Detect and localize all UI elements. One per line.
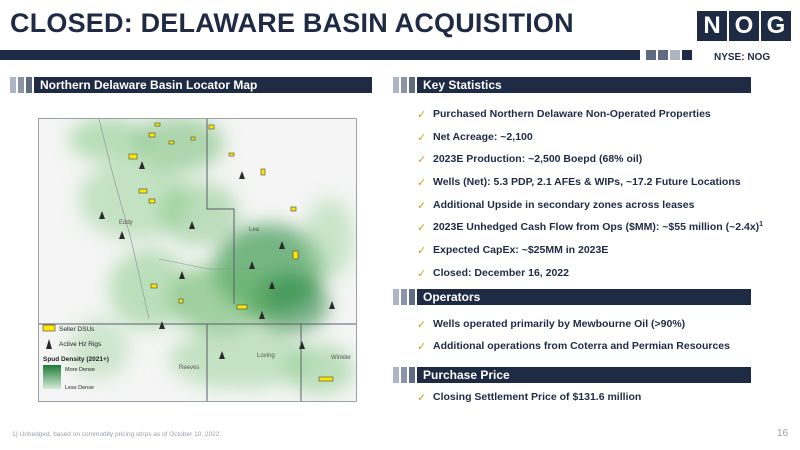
stat-text: 2023E Production: ~2,500 Boepd (68% oil) [433,153,643,166]
header-square [670,50,680,60]
check-icon: ✓ [417,319,427,331]
operator-text: Additional operations from Coterra and P… [433,340,730,352]
county-label-winkler: Winkler [331,355,351,361]
list-item: ✓ Additional operations from Coterra and … [417,340,730,362]
list-item: ✓ Purchased Northern Delaware Non-Operate… [417,108,763,131]
list-item: ✓ Closing Settlement Price of $131.6 mill… [417,391,641,409]
legend-spud-density: Spud Density (2021+) [43,356,109,363]
purchase-price-list: ✓ Closing Settlement Price of $131.6 mill… [417,391,641,409]
active-rigs [99,161,335,359]
list-item: ✓ Wells operated primarily by Mewbourne O… [417,318,730,340]
purchase-price-title: Purchase Price [417,367,751,383]
header-accent [409,289,415,305]
legend-active-rigs: Active Hz Rigs [59,341,102,348]
list-item: ✓ Expected CapEx: ~$25MM in 2023E [417,244,763,267]
header-accent [393,367,399,383]
operators-header: Operators [393,289,751,305]
key-statistics-list: ✓ Purchased Northern Delaware Non-Operate… [417,108,763,290]
legend-dsu-swatch [42,324,56,332]
map-section-title: Northern Delaware Basin Locator Map [34,77,372,93]
operators-title: Operators [417,289,751,305]
header-accent [26,77,32,93]
stat-text: Purchased Northern Delaware Non-Operated… [433,108,711,120]
header-accent [393,289,399,305]
operator-text: Wells operated primarily by Mewbourne Oi… [433,318,686,330]
stat-text: Expected CapEx: ~$25MM in 2023E [433,244,609,257]
header-accent [393,77,399,93]
list-item: ✓ Closed: December 16, 2022 [417,267,763,290]
check-icon: ✓ [417,222,427,235]
nog-logo: N O G [697,11,791,41]
check-icon: ✓ [417,131,427,144]
header-square [658,50,668,60]
spud-density-heatmap [69,119,354,394]
logo-letter-o: O [729,11,759,41]
page-number: 16 [777,428,789,439]
header-square [682,50,692,60]
key-statistics-title: Key Statistics [417,77,751,93]
header-accent [401,289,407,305]
county-boundaries [39,119,356,401]
header-accent [401,77,407,93]
header-rule [0,50,640,60]
header-accent [10,77,16,93]
check-icon: ✓ [417,245,427,258]
list-item: ✓ Additional Upside in secondary zones ac… [417,199,763,222]
check-icon: ✓ [417,154,427,167]
page-title: CLOSED: DELAWARE BASIN ACQUISITION [10,8,574,38]
ticker-label: NYSE: NOG [714,52,771,63]
header-accent [409,77,415,93]
list-item: ✓ 2023E Unhedged Cash Flow from Ops ($MM)… [417,221,763,244]
header-accent [401,367,407,383]
footnote-marker: 1 [759,221,764,229]
check-icon: ✓ [417,341,427,353]
county-label-reeves: Reeves [179,365,199,371]
county-label-lea: Lea [249,227,260,233]
check-icon: ✓ [417,392,427,404]
list-item: ✓ 2023E Production: ~2,500 Boepd (68% oil… [417,153,763,176]
list-item: ✓ Net Acreage: ~2,100 [417,131,763,154]
map-legend: Seller DSUs Active Hz Rigs Spud Density … [42,324,109,391]
check-icon: ✓ [417,199,427,212]
header-accent [18,77,24,93]
header-accent [409,367,415,383]
stat-text: Wells (Net): 5.3 PDP, 2.1 AFEs & WIPs, ~… [433,176,741,189]
check-icon: ✓ [417,109,427,121]
logo-letter-n: N [697,11,727,41]
logo-letter-g: G [761,11,791,41]
footnote: 1) Unhedged, based on commodity pricing … [12,431,222,438]
legend-more-dense: More Dense [65,367,95,373]
map-section-header: Northern Delaware Basin Locator Map [10,77,372,93]
stat-text: Closed: December 16, 2022 [433,266,569,279]
check-icon: ✓ [417,267,427,280]
stat-text: Net Acreage: ~2,100 [433,130,533,143]
header-square [646,50,656,60]
price-text: Closing Settlement Price of $131.6 milli… [433,391,642,403]
check-icon: ✓ [417,177,427,190]
legend-seller-dsus: Seller DSUs [59,326,95,333]
operators-list: ✓ Wells operated primarily by Mewbourne O… [417,318,730,362]
key-statistics-header: Key Statistics [393,77,751,93]
stat-text: Additional Upside in secondary zones acr… [433,198,695,211]
legend-density-gradient [43,365,61,389]
county-label-loving: Loving [257,353,275,359]
seller-dsus [128,122,334,382]
county-label-eddy: Eddy [119,220,133,226]
stat-text: 2023E Unhedged Cash Flow from Ops ($MM):… [433,221,760,234]
legend-rig-icon [46,339,52,349]
locator-map: Eddy Lea Loving Winkler Reeves Seller DS… [38,118,357,402]
legend-less-dense: Less Dense [65,385,94,391]
list-item: ✓ Wells (Net): 5.3 PDP, 2.1 AFEs & WIPs, … [417,176,763,199]
purchase-price-header: Purchase Price [393,367,751,383]
